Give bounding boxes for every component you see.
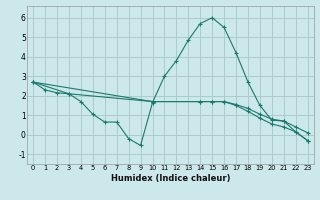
X-axis label: Humidex (Indice chaleur): Humidex (Indice chaleur): [111, 174, 230, 183]
